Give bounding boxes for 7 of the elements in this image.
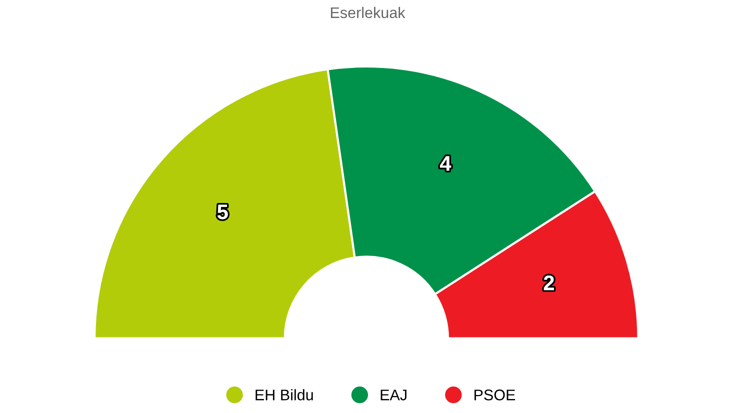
data-label: 4 (440, 156, 452, 171)
chart-title: Eserlekuak (330, 6, 406, 18)
data-label: 5 (217, 204, 228, 220)
legend-label: EH Bildu (256, 389, 313, 400)
legend-label: EAJ (380, 390, 406, 400)
legend-label: PSOE (474, 390, 516, 400)
data-label: 2 (544, 276, 554, 290)
